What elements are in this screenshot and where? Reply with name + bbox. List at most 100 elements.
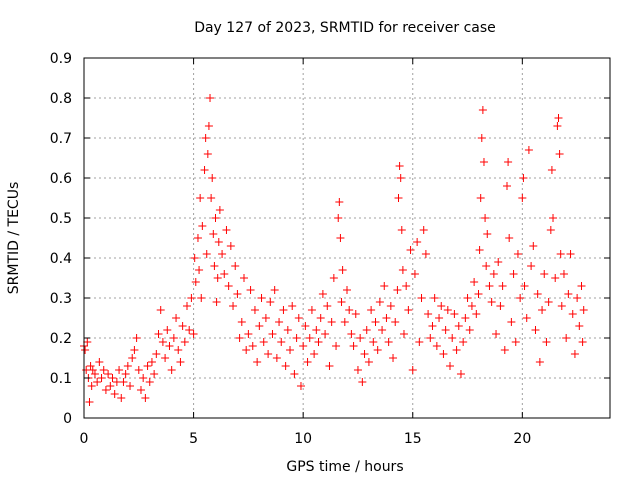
data-point <box>529 242 538 250</box>
data-point <box>415 338 424 346</box>
data-point <box>456 370 465 378</box>
data-point <box>475 246 484 254</box>
data-point <box>494 258 503 266</box>
data-point <box>275 318 284 326</box>
data-point <box>189 330 198 338</box>
data-point <box>454 322 463 330</box>
data-point <box>264 350 273 358</box>
data-point <box>235 334 244 342</box>
data-point <box>522 314 531 322</box>
data-point <box>277 338 286 346</box>
data-point <box>257 294 266 302</box>
data-point <box>399 330 408 338</box>
data-point <box>577 282 586 290</box>
data-point <box>115 366 124 374</box>
data-point <box>180 338 189 346</box>
data-point <box>185 326 194 334</box>
data-point <box>395 162 404 170</box>
data-point <box>117 394 126 402</box>
data-point <box>242 346 251 354</box>
data-point <box>218 250 227 258</box>
data-point <box>410 270 419 278</box>
data-point <box>533 290 542 298</box>
data-point <box>553 122 562 130</box>
data-point <box>215 206 224 214</box>
data-point <box>255 322 264 330</box>
data-point <box>104 370 113 378</box>
data-point <box>343 286 351 294</box>
data-point <box>549 214 558 222</box>
data-point <box>90 370 99 378</box>
data-point <box>393 286 402 294</box>
data-point <box>502 182 511 190</box>
data-point <box>323 302 332 310</box>
data-point <box>190 254 199 262</box>
data-point <box>196 194 205 202</box>
data-point <box>419 226 428 234</box>
data-point <box>369 338 378 346</box>
data-point <box>163 326 172 334</box>
data-point <box>290 370 299 378</box>
data-point <box>305 334 314 342</box>
y-tick-label: 0.6 <box>50 171 72 187</box>
data-point <box>207 194 216 202</box>
data-point <box>562 334 571 342</box>
data-point <box>283 326 292 334</box>
data-point <box>504 158 513 166</box>
data-point <box>214 238 223 246</box>
data-point <box>391 318 400 326</box>
data-point <box>108 374 117 382</box>
data-point <box>121 370 130 378</box>
data-point <box>246 286 255 294</box>
data-point <box>452 346 461 354</box>
data-point <box>389 354 398 362</box>
data-point <box>509 270 518 278</box>
data-points <box>80 94 588 406</box>
data-point <box>527 262 536 270</box>
data-point <box>507 318 516 326</box>
data-point <box>413 238 422 246</box>
data-point <box>212 298 221 306</box>
data-point <box>382 314 391 322</box>
data-point <box>299 342 308 350</box>
data-point <box>209 230 218 238</box>
data-point <box>430 294 439 302</box>
data-point <box>86 362 95 370</box>
data-point <box>203 150 212 158</box>
data-point <box>316 314 325 322</box>
data-point <box>519 174 528 182</box>
data-point <box>145 378 154 386</box>
y-axis-label: SRMTID / TECUs <box>6 182 22 295</box>
data-point <box>336 234 345 242</box>
data-point <box>568 310 577 318</box>
data-point <box>358 378 367 386</box>
data-point <box>156 306 165 314</box>
data-point <box>93 378 102 386</box>
data-point <box>402 282 411 290</box>
data-point <box>559 270 568 278</box>
data-point <box>338 266 347 274</box>
axis-ticks <box>83 57 610 419</box>
data-point <box>126 382 135 390</box>
data-point <box>547 166 556 174</box>
data-point <box>551 274 560 282</box>
data-point <box>222 226 231 234</box>
data-point <box>197 294 206 302</box>
y-tick-label: 0.8 <box>50 91 72 107</box>
data-point <box>266 298 275 306</box>
data-point <box>325 362 334 370</box>
data-point <box>566 250 575 258</box>
data-point <box>450 310 459 318</box>
x-tick-label: 10 <box>294 431 312 447</box>
x-tick-label: 20 <box>513 431 531 447</box>
x-axis-label: GPS time / hours <box>286 459 403 475</box>
data-point <box>279 306 288 314</box>
data-point <box>233 290 242 298</box>
data-point <box>301 322 310 330</box>
data-point <box>318 290 327 298</box>
data-point <box>544 298 553 306</box>
data-point <box>345 306 354 314</box>
data-point <box>375 298 384 306</box>
data-point <box>208 174 217 182</box>
data-point <box>476 194 485 202</box>
